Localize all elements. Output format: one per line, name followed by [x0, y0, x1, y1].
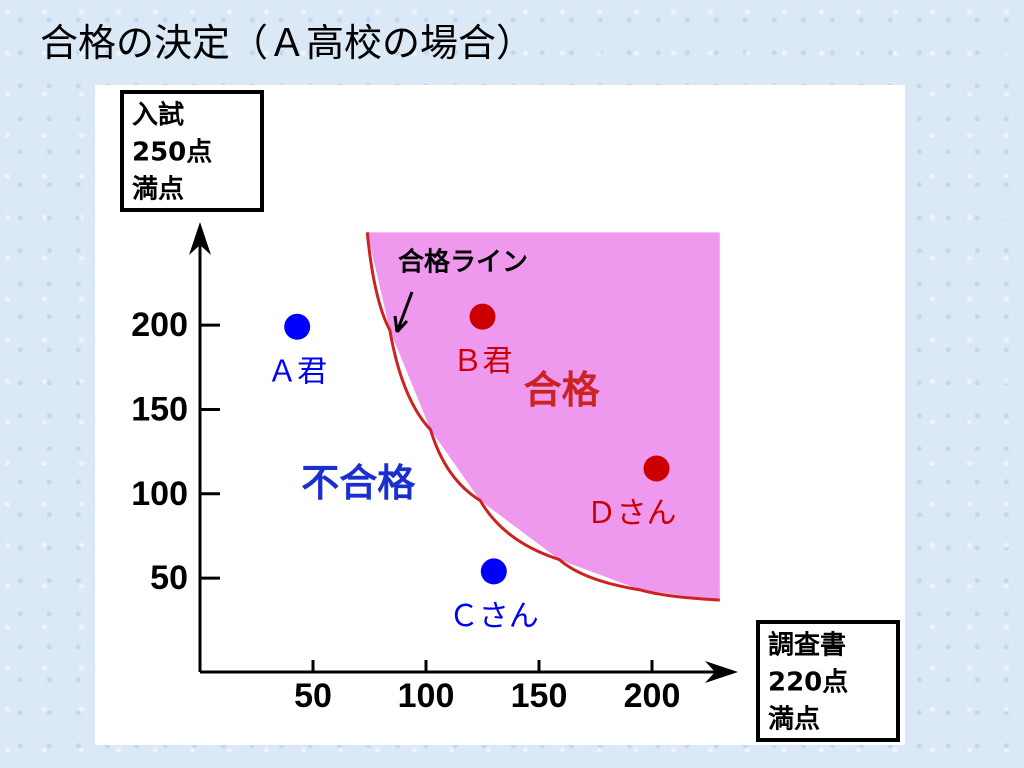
- region-label: 不合格: [301, 461, 416, 505]
- axis-label: 入試: [132, 100, 184, 131]
- pass-line: [365, 232, 720, 602]
- x-axis-arrow: [705, 661, 738, 683]
- y-tick-label: 150: [131, 390, 188, 428]
- axis-label: 220点: [768, 667, 848, 698]
- data-point: [469, 303, 496, 330]
- axis-label-box: [756, 620, 900, 742]
- x-tick-label: 50: [294, 677, 332, 715]
- point-label: Ｂ君: [453, 344, 513, 379]
- y-tick-label: 100: [131, 475, 188, 513]
- axis-label: 満点: [768, 704, 820, 735]
- x-tick-label: 100: [398, 677, 455, 715]
- slide-title: 合格の決定（Ａ高校の場合）: [40, 21, 535, 65]
- data-point: [643, 455, 670, 482]
- pass-region: [367, 232, 720, 601]
- data-point: [480, 558, 507, 585]
- axis-label-box: [120, 90, 264, 212]
- annotation-arrow: [393, 291, 414, 334]
- x-tick-label: 200: [624, 677, 681, 715]
- point-label: Ｃさん: [449, 599, 539, 634]
- pass-line-label: 合格ライン: [398, 247, 528, 278]
- point-label: Ｄさん: [587, 496, 677, 531]
- axis-label: 250点: [132, 137, 212, 168]
- y-tick-label: 200: [131, 306, 188, 344]
- y-axis-arrow: [189, 222, 211, 255]
- point-label: Ａ君: [267, 354, 327, 389]
- data-point: [284, 313, 311, 340]
- region-label: 合格: [524, 368, 601, 412]
- axis-label: 調査書: [768, 630, 846, 661]
- axis-label: 満点: [132, 174, 184, 205]
- y-tick-label: 50: [150, 559, 188, 597]
- x-tick-label: 150: [511, 677, 568, 715]
